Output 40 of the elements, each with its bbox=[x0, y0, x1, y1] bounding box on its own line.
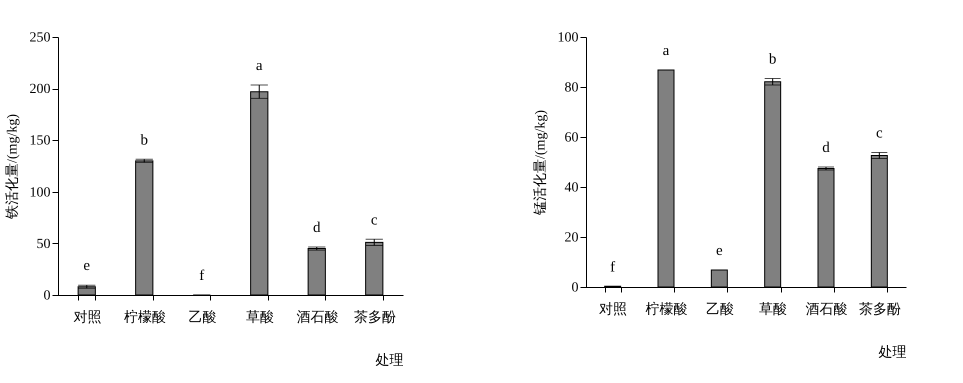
x-tick-label: 草酸 bbox=[759, 302, 788, 318]
x-tick-label: 酒石酸 bbox=[296, 310, 338, 326]
x-axis-title: 处理 bbox=[376, 352, 404, 368]
x-tick-label: 酒石酸 bbox=[806, 302, 848, 318]
y-tick-label: 20 bbox=[564, 230, 578, 246]
annotation: e bbox=[716, 243, 723, 259]
y-tick-label: 200 bbox=[30, 82, 50, 98]
annotation: f bbox=[199, 268, 204, 284]
x-tick-label: 乙酸 bbox=[188, 310, 216, 326]
y-axis-title: 铁活化量/(mg/kg) bbox=[4, 114, 20, 220]
y-tick-label: 60 bbox=[564, 130, 578, 146]
x-tick-label: 柠檬酸 bbox=[124, 310, 166, 326]
y-tick-label: 0 bbox=[572, 280, 578, 296]
x-tick-label: 对照 bbox=[599, 302, 628, 318]
y-tick-label: 150 bbox=[30, 134, 50, 149]
annotation: f bbox=[610, 259, 616, 276]
annotation: d bbox=[822, 140, 830, 156]
x-tick-label: 乙酸 bbox=[706, 302, 734, 318]
annotation: b bbox=[768, 52, 776, 68]
x-tick-label: 草酸 bbox=[246, 310, 274, 326]
annotation: c bbox=[876, 126, 883, 142]
x-tick-label: 茶多酚 bbox=[354, 310, 396, 326]
annotation: c bbox=[370, 212, 378, 228]
y-tick-label: 80 bbox=[564, 80, 578, 96]
y-tick-label: 0 bbox=[44, 288, 50, 304]
y-axis-title: 锰活化量/(mg/kg) bbox=[532, 110, 548, 216]
annotation: a bbox=[662, 43, 670, 59]
x-tick-label: 茶多酚 bbox=[858, 302, 901, 318]
x-axis-title: 处理 bbox=[878, 344, 906, 360]
y-tick-label: 100 bbox=[558, 30, 578, 46]
y-tick-label: 250 bbox=[30, 30, 50, 46]
y-tick-label: 100 bbox=[30, 185, 50, 200]
annotation: d bbox=[313, 220, 321, 236]
annotation: a bbox=[256, 58, 263, 74]
x-tick-label: 柠檬酸 bbox=[646, 302, 688, 318]
annotation: b bbox=[140, 132, 148, 148]
y-tick-label: 50 bbox=[36, 236, 50, 252]
x-tick-label: 对照 bbox=[73, 310, 102, 326]
y-tick-label: 40 bbox=[564, 180, 578, 196]
annotation: e bbox=[83, 258, 90, 274]
